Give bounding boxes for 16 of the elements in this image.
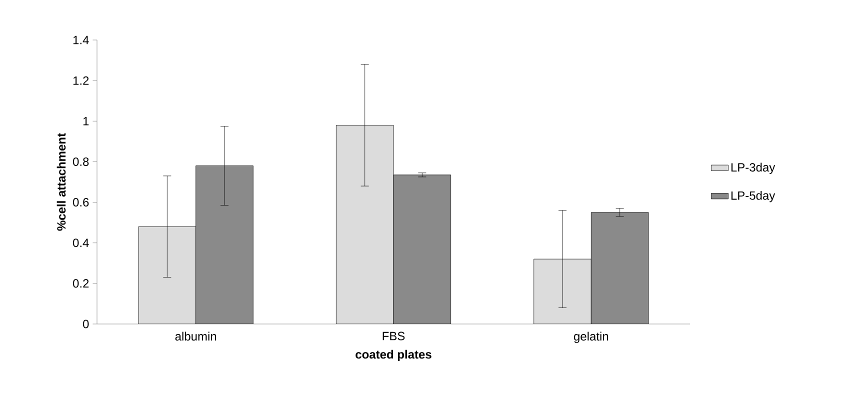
y-tick-label: 0.4 bbox=[72, 238, 89, 248]
bar bbox=[336, 125, 394, 324]
x-axis-title: coated plates bbox=[356, 350, 432, 362]
y-tick-label: 1.2 bbox=[73, 76, 89, 85]
y-tick-label: 1.4 bbox=[73, 36, 89, 44]
legend-label: LP-3day bbox=[731, 162, 776, 174]
y-tick-label: 0.6 bbox=[72, 198, 89, 207]
y-tick-label: 0.2 bbox=[72, 279, 89, 288]
y-tick-label: 0.8 bbox=[72, 157, 89, 166]
legend-label: LP-5day bbox=[731, 191, 776, 202]
y-tick-label: 1 bbox=[83, 117, 89, 126]
y-tick-label: 0 bbox=[83, 320, 89, 328]
x-tick-label: FBS bbox=[382, 332, 405, 340]
x-tick-label: albumin bbox=[175, 332, 216, 341]
x-tick-label: gelatin bbox=[574, 332, 608, 343]
y-axis-title: %cell attachment bbox=[56, 133, 66, 231]
